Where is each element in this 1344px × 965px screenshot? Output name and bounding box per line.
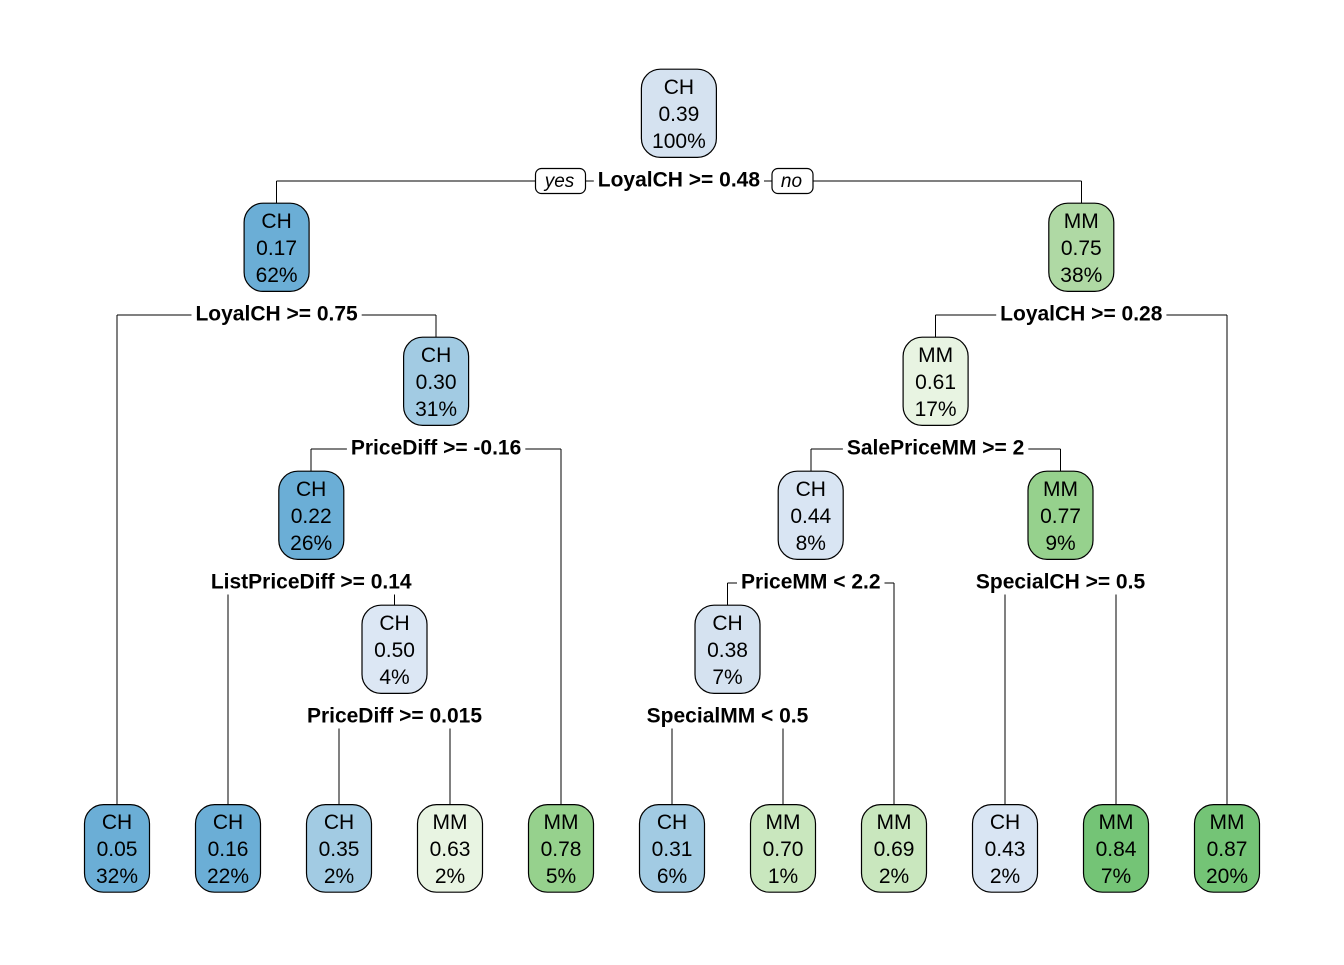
svg-text:MM: MM (918, 344, 953, 367)
svg-text:CH: CH (102, 811, 132, 834)
svg-text:CH: CH (261, 210, 291, 233)
svg-text:PriceDiff >= -0.16: PriceDiff >= -0.16 (351, 437, 521, 460)
svg-text:0.30: 0.30 (416, 371, 457, 394)
svg-text:0.35: 0.35 (319, 838, 360, 861)
svg-text:22%: 22% (207, 865, 249, 888)
svg-text:0.77: 0.77 (1040, 505, 1081, 528)
svg-text:MM: MM (1043, 478, 1078, 501)
svg-text:0.69: 0.69 (874, 838, 915, 861)
svg-text:0.17: 0.17 (256, 237, 297, 260)
svg-text:0.31: 0.31 (652, 838, 693, 861)
svg-text:0.44: 0.44 (790, 505, 831, 528)
svg-text:5%: 5% (546, 865, 576, 888)
svg-text:0.16: 0.16 (208, 838, 249, 861)
svg-text:0.43: 0.43 (985, 838, 1026, 861)
svg-text:CH: CH (990, 811, 1020, 834)
svg-text:0.70: 0.70 (763, 838, 804, 861)
svg-text:0.22: 0.22 (291, 505, 332, 528)
svg-text:CH: CH (421, 344, 451, 367)
svg-text:0.87: 0.87 (1207, 838, 1248, 861)
svg-text:2%: 2% (879, 865, 909, 888)
svg-text:CH: CH (664, 76, 694, 99)
svg-text:LoyalCH >= 0.75: LoyalCH >= 0.75 (195, 303, 358, 326)
svg-text:20%: 20% (1206, 865, 1248, 888)
svg-text:CH: CH (379, 612, 409, 635)
svg-text:CH: CH (324, 811, 354, 834)
svg-text:0.63: 0.63 (430, 838, 471, 861)
svg-text:4%: 4% (379, 666, 409, 689)
svg-text:MM: MM (544, 811, 579, 834)
svg-text:MM: MM (766, 811, 801, 834)
svg-text:0.75: 0.75 (1061, 237, 1102, 260)
svg-text:1%: 1% (768, 865, 798, 888)
svg-text:32%: 32% (96, 865, 138, 888)
svg-text:0.84: 0.84 (1096, 838, 1137, 861)
svg-text:100%: 100% (652, 130, 706, 153)
svg-text:no: no (781, 171, 802, 192)
svg-text:2%: 2% (435, 865, 465, 888)
svg-text:2%: 2% (324, 865, 354, 888)
svg-text:CH: CH (213, 811, 243, 834)
svg-text:26%: 26% (290, 532, 332, 555)
svg-text:31%: 31% (415, 398, 457, 421)
svg-text:SpecialMM < 0.5: SpecialMM < 0.5 (647, 705, 809, 728)
svg-text:0.38: 0.38 (707, 639, 748, 662)
svg-text:MM: MM (433, 811, 468, 834)
svg-text:9%: 9% (1045, 532, 1075, 555)
svg-text:yes: yes (543, 171, 575, 192)
svg-text:0.61: 0.61 (915, 371, 956, 394)
svg-text:38%: 38% (1060, 264, 1102, 287)
svg-text:CH: CH (296, 478, 326, 501)
svg-text:2%: 2% (990, 865, 1020, 888)
svg-text:CH: CH (657, 811, 687, 834)
svg-text:SpecialCH >= 0.5: SpecialCH >= 0.5 (976, 571, 1146, 594)
svg-text:PriceMM < 2.2: PriceMM < 2.2 (741, 571, 880, 594)
svg-text:MM: MM (877, 811, 912, 834)
svg-text:CH: CH (796, 478, 826, 501)
svg-text:8%: 8% (796, 532, 826, 555)
svg-text:62%: 62% (256, 264, 298, 287)
svg-text:MM: MM (1099, 811, 1134, 834)
svg-text:CH: CH (712, 612, 742, 635)
svg-text:PriceDiff >= 0.015: PriceDiff >= 0.015 (307, 705, 482, 728)
svg-text:MM: MM (1064, 210, 1099, 233)
svg-text:17%: 17% (915, 398, 957, 421)
svg-text:SalePriceMM >= 2: SalePriceMM >= 2 (847, 437, 1024, 460)
svg-text:6%: 6% (657, 865, 687, 888)
svg-text:0.39: 0.39 (658, 103, 699, 126)
svg-text:7%: 7% (1101, 865, 1131, 888)
svg-text:0.50: 0.50 (374, 639, 415, 662)
svg-text:ListPriceDiff >= 0.14: ListPriceDiff >= 0.14 (211, 571, 412, 594)
svg-text:0.78: 0.78 (541, 838, 582, 861)
svg-text:LoyalCH >= 0.28: LoyalCH >= 0.28 (1000, 303, 1163, 326)
svg-text:MM: MM (1210, 811, 1245, 834)
svg-text:0.05: 0.05 (97, 838, 138, 861)
svg-text:7%: 7% (712, 666, 742, 689)
svg-text:LoyalCH >= 0.48: LoyalCH >= 0.48 (598, 169, 761, 192)
